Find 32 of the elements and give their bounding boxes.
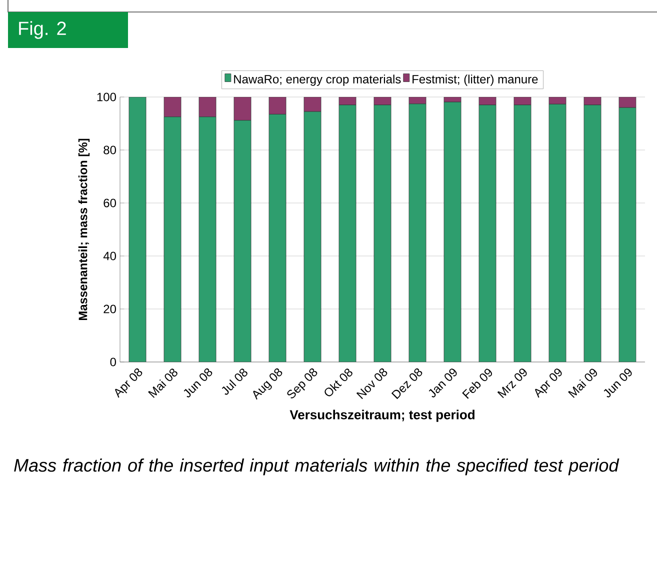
x-tick-label: Jun 09	[604, 368, 632, 398]
x-tick-label: Feb 09	[462, 368, 492, 399]
x-tick-label: Jun 08	[184, 368, 212, 398]
x-tick-label: Aug 08	[253, 368, 282, 400]
y-axis-title: Massenanteil; mass fraction [%]	[78, 138, 90, 320]
y-tick-label: 80	[104, 146, 116, 154]
y-tick-label: 0	[110, 358, 116, 366]
x-tick-label: Nov 08	[356, 368, 388, 400]
x-tick-label: Mai 08	[148, 368, 178, 398]
bar	[234, 96, 252, 121]
legend-label: NawaRo; energy crop materials	[234, 74, 401, 86]
legend-label: Festmist; (litter) manure	[412, 74, 538, 86]
x-tick-label: Jul 08	[222, 368, 248, 395]
x-tick-label: Sep 08	[287, 368, 318, 398]
bar	[128, 96, 146, 362]
y-tick-label: 60	[104, 198, 116, 208]
text: Mass fraction of the inserted input materials within the specified test period	[14, 458, 620, 476]
x-tick-label: Jan 09	[428, 368, 457, 398]
x-axis-title: Versuchszeitraum; test period	[290, 410, 474, 422]
x-tick-label: Apr 09	[534, 368, 562, 398]
y-tick-label: 20	[104, 304, 116, 314]
bar	[198, 96, 216, 118]
caption: Fig. 2	[19, 21, 66, 39]
x-tick-label: Mrz 09	[497, 368, 527, 398]
y-tick-label: 100	[97, 92, 116, 102]
bar	[268, 96, 286, 114]
x-tick-label: Mai 09	[568, 368, 597, 398]
bar	[164, 96, 182, 118]
y-tick-label: 40	[103, 252, 116, 260]
x-tick-label: Dez 08	[391, 368, 422, 400]
x-tick-label: Apr 08	[114, 368, 142, 398]
x-tick-label: Okt 08	[324, 368, 352, 396]
